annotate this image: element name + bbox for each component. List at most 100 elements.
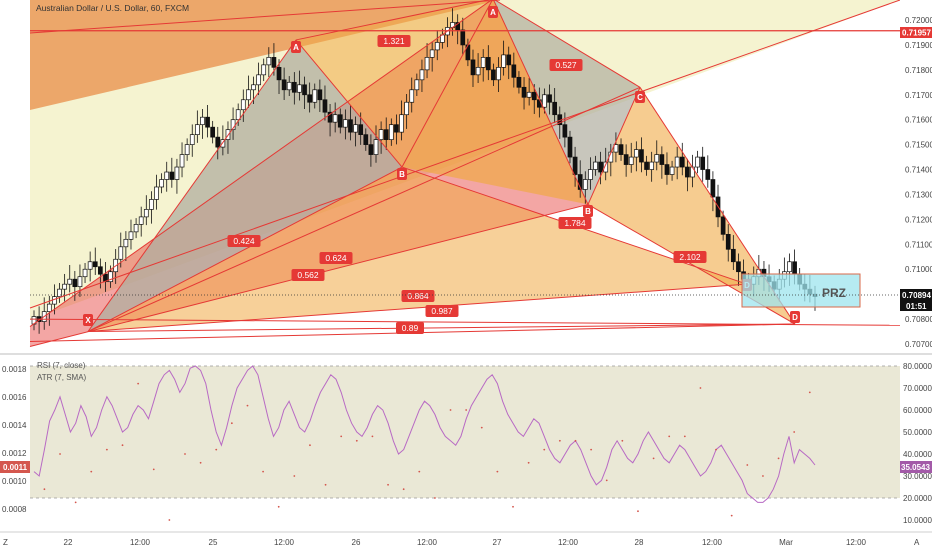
candle-down — [516, 76, 522, 88]
candle-up — [787, 261, 792, 273]
candle-down — [679, 156, 685, 168]
candle-up — [108, 271, 113, 283]
atr-dot — [199, 461, 202, 464]
prz-box[interactable] — [741, 273, 861, 308]
candle-up — [496, 67, 501, 81]
atr-dot — [730, 514, 733, 517]
candle-down — [358, 124, 364, 135]
candle-up — [251, 84, 256, 91]
candle-up — [674, 156, 680, 168]
rsi-tick-label: 50.0000 — [903, 428, 932, 437]
corner-z-label[interactable]: Z — [3, 538, 8, 547]
candle-down — [327, 111, 333, 123]
atr-dot — [152, 468, 155, 471]
time-tick-label: 28 — [635, 538, 644, 547]
candle-down — [730, 248, 736, 263]
atr-dot — [621, 439, 624, 442]
ratio-label: 1.321 — [383, 36, 405, 46]
ratio-label: 0.562 — [297, 270, 319, 280]
candle-up — [404, 101, 409, 116]
candle-up — [184, 144, 190, 155]
lower-support-line — [29, 318, 901, 326]
candle-down — [322, 99, 328, 113]
countdown-text: 01:51 — [906, 302, 927, 311]
ratio-label-bg — [291, 269, 325, 281]
atr-dot — [590, 448, 593, 451]
candle-down — [710, 179, 716, 198]
candle-down — [552, 101, 558, 116]
time-tick-label: 12:00 — [274, 538, 295, 547]
candle-up — [633, 149, 639, 158]
price-tick-label: 0.71400 — [905, 166, 932, 175]
ratio-label: 0.89 — [402, 323, 419, 333]
candle-down — [92, 261, 98, 268]
candle-up — [67, 278, 73, 285]
atr-dot — [387, 483, 389, 486]
candle-down — [348, 119, 353, 133]
atr-tick-label: 0.0010 — [2, 477, 27, 486]
ratio-label: 0.987 — [431, 306, 453, 316]
time-tick-label: 27 — [493, 538, 502, 547]
point-label-bg — [83, 314, 93, 326]
candle-down — [491, 69, 496, 81]
ratio-label: 0.527 — [555, 60, 577, 70]
atr-tick-label: 0.0016 — [2, 393, 27, 402]
time-axis[interactable] — [0, 532, 932, 550]
candle-up — [501, 54, 506, 68]
candle-down — [572, 156, 578, 175]
point-label: X — [85, 316, 91, 325]
candle-down — [470, 59, 476, 76]
atr-dot — [793, 431, 796, 433]
candle-up — [628, 156, 634, 165]
atr-dot — [605, 479, 608, 482]
candle-up — [542, 94, 547, 108]
atr-dot — [777, 457, 780, 460]
ac-diagonal — [493, 0, 641, 88]
candle-up — [297, 84, 302, 93]
atr-dot — [683, 435, 686, 438]
atr-axis[interactable] — [0, 355, 30, 532]
candle-up — [424, 57, 430, 71]
time-tick-label: Mar — [779, 538, 793, 547]
candle-down — [792, 261, 797, 275]
candle-up — [669, 166, 675, 175]
candle-down — [205, 116, 210, 128]
atr-dot — [512, 505, 514, 508]
candle-down — [720, 216, 726, 235]
candle-down — [210, 126, 216, 138]
candle-down — [736, 261, 741, 273]
candle-up — [409, 89, 415, 103]
atr-dot — [90, 470, 93, 473]
candle-down — [506, 54, 512, 66]
time-tick-label: 12:00 — [702, 538, 723, 547]
ratio-label-bg — [396, 322, 424, 334]
atr-title: ATR (7, SMA) — [37, 373, 87, 382]
ratio-label: 0.864 — [407, 291, 429, 301]
rsi-axis[interactable] — [900, 355, 932, 532]
ratio-label-bg — [558, 217, 592, 229]
xc-diagonal — [87, 86, 641, 332]
atr-tick-label: 0.0008 — [2, 505, 27, 514]
atr-dot — [168, 519, 171, 521]
candle-up — [343, 119, 348, 128]
candle-up — [690, 166, 695, 178]
atr-last-tag — [0, 461, 30, 473]
abc-grey-fill — [493, 0, 640, 205]
candle-down — [577, 174, 583, 190]
atr-dot — [246, 404, 249, 407]
point-label: B — [585, 207, 591, 216]
candle-up — [429, 49, 435, 58]
candle-down — [276, 67, 282, 81]
candle-down — [337, 114, 343, 128]
corner-a-label[interactable]: A — [914, 538, 920, 547]
last-price-tag-text: 0.70894 — [902, 291, 931, 300]
candle-up — [46, 303, 52, 312]
atr-dot — [746, 464, 749, 466]
candle-down — [169, 171, 175, 180]
rsi-band-fill — [30, 366, 900, 498]
candle-down — [460, 29, 466, 46]
atr-dot — [574, 439, 577, 442]
time-tick-label: 25 — [209, 538, 218, 547]
rsi-last-tag-text: 35.0543 — [901, 463, 930, 472]
